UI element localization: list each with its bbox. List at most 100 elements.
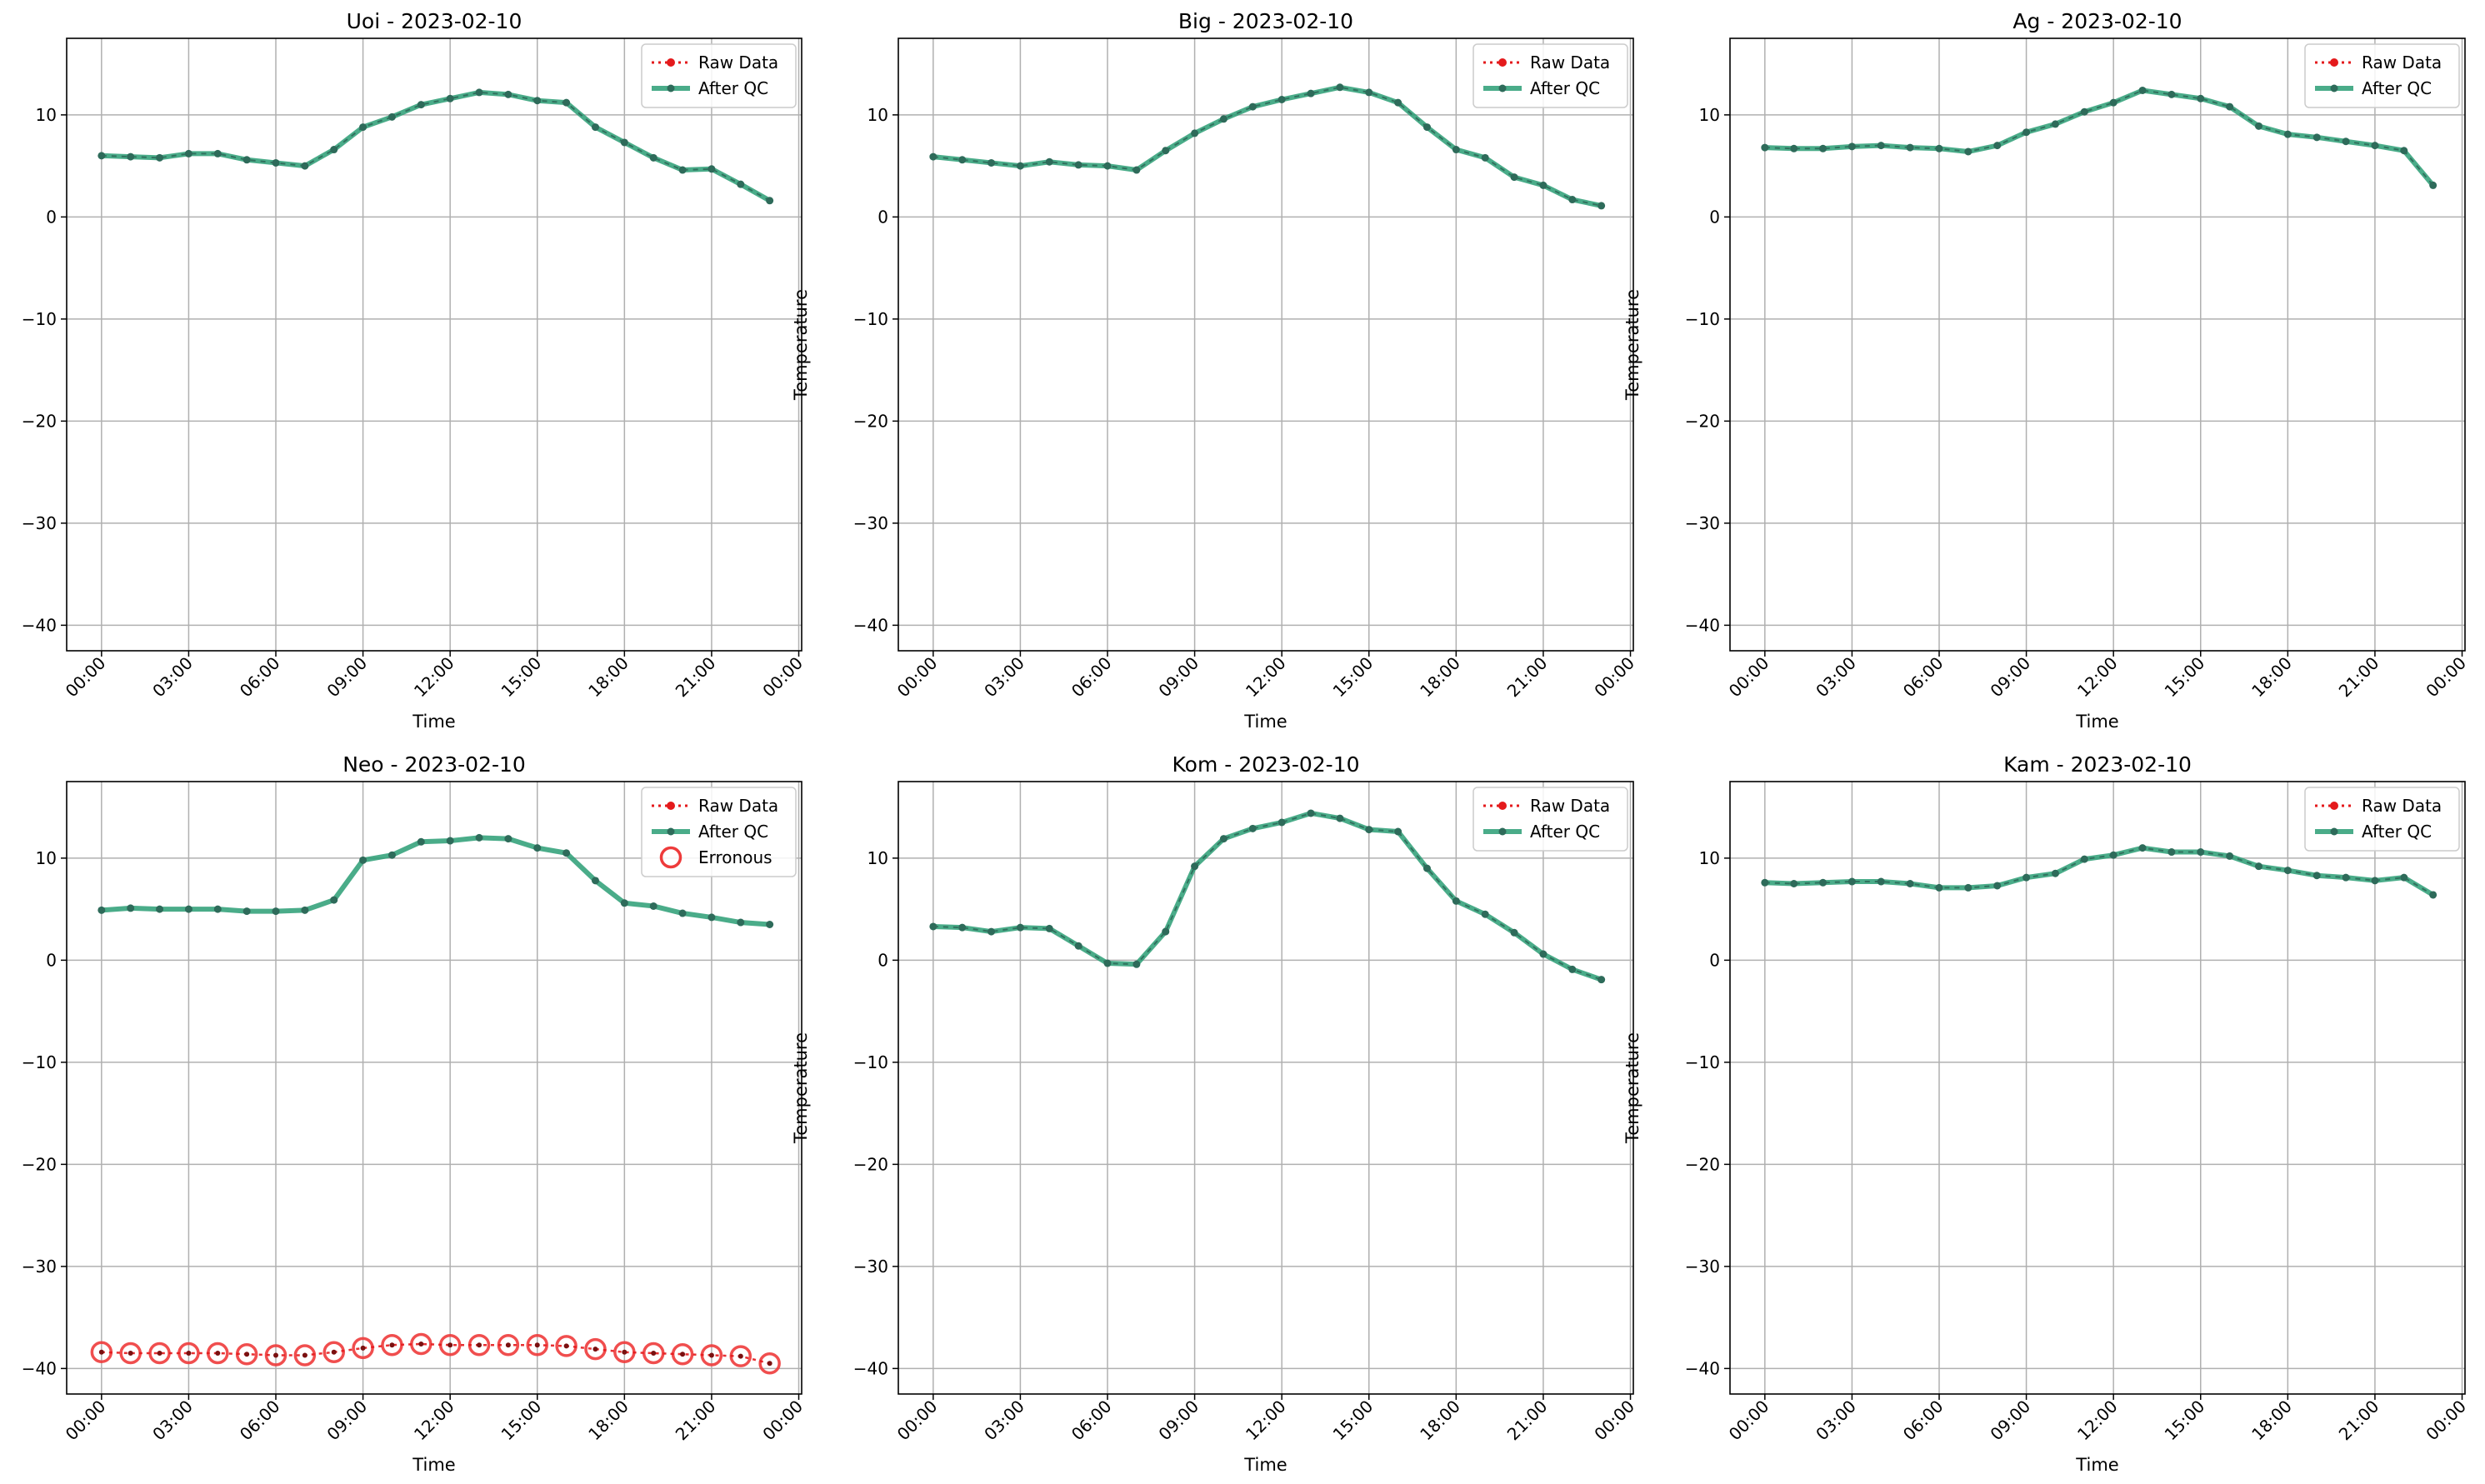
point-raw-data — [563, 100, 569, 106]
legend-box — [2304, 43, 2460, 108]
x-axis-label: Time — [412, 1455, 455, 1475]
point-raw-data — [959, 157, 965, 162]
y-tick-label: 0 — [46, 207, 57, 227]
point-raw-data — [1221, 116, 1227, 122]
legend-box — [1472, 43, 1628, 108]
x-axis-label: Time — [1243, 712, 1287, 732]
point-raw-data — [1908, 145, 1913, 151]
y-tick-label: −30 — [853, 513, 888, 533]
point-raw-data — [244, 157, 250, 162]
series-line-after-qc — [101, 835, 770, 927]
x-tick-label: 21:00 — [672, 1397, 720, 1445]
x-tick-label: 00:00 — [758, 1397, 807, 1445]
chart-title: Ag - 2023-02-10 — [2012, 9, 2182, 33]
y-tick-label: −10 — [1685, 1052, 1720, 1072]
point-raw-data — [2227, 104, 2232, 110]
series-line-after-qc — [1764, 845, 2435, 897]
point-raw-data — [1820, 146, 1826, 152]
x-tick-label: 12:00 — [2073, 1397, 2122, 1445]
x-tick-label: 00:00 — [758, 653, 807, 702]
y-tick-label: 10 — [36, 848, 57, 868]
x-tick-label: 00:00 — [893, 1397, 942, 1445]
point-after-qc — [591, 877, 599, 885]
point-raw-data — [1018, 925, 1023, 931]
point-raw-data — [2314, 872, 2320, 878]
point-after-qc — [766, 921, 774, 928]
point-raw-data — [2140, 845, 2146, 851]
x-tick-label: 09:00 — [322, 1397, 371, 1445]
point-raw-data — [534, 1342, 540, 1348]
chart-title: Big - 2023-02-10 — [1178, 9, 1353, 33]
y-tick-label: −40 — [853, 615, 888, 635]
point-raw-data — [1250, 104, 1256, 110]
legend-marker-after-qc — [1498, 827, 1507, 836]
point-raw-data — [959, 925, 965, 931]
y-tick-label: −40 — [853, 1358, 888, 1378]
x-tick-label: 12:00 — [1242, 1397, 1290, 1445]
point-raw-data — [2198, 849, 2203, 855]
point-raw-data — [505, 1342, 511, 1348]
x-axis-label: Time — [2075, 712, 2118, 732]
y-axis-label: Temperature — [791, 289, 811, 401]
point-after-qc — [737, 918, 745, 927]
series-line-raw-data — [932, 86, 1602, 207]
point-raw-data — [360, 1345, 366, 1351]
point-raw-data — [1366, 827, 1372, 832]
legend-marker-raw-data — [1498, 802, 1507, 810]
x-axis-label: Time — [412, 712, 455, 732]
point-raw-data — [1076, 943, 1082, 949]
x-tick-label: 00:00 — [1590, 653, 1638, 702]
y-tick-label: 10 — [868, 848, 888, 868]
point-erronous — [322, 1341, 345, 1364]
point-after-qc — [446, 837, 454, 845]
point-raw-data — [1849, 143, 1855, 149]
plot-frame — [898, 37, 1634, 652]
point-after-qc — [359, 856, 368, 864]
point-raw-data — [244, 1352, 250, 1357]
x-tick-label: 09:00 — [1986, 653, 2034, 702]
legend-label-erronous: Erronous — [698, 847, 772, 867]
legend-marker-raw-data — [2330, 58, 2338, 67]
point-raw-data — [534, 97, 540, 103]
point-raw-data — [1540, 952, 1546, 957]
point-raw-data — [622, 1349, 628, 1355]
x-tick-label: 09:00 — [322, 653, 371, 702]
point-raw-data — [1279, 820, 1285, 825]
x-tick-label: 12:00 — [410, 1397, 458, 1445]
point-raw-data — [1250, 826, 1256, 832]
point-raw-data — [930, 923, 936, 929]
point-raw-data — [1105, 961, 1111, 967]
point-raw-data — [2430, 892, 2436, 897]
point-raw-data — [157, 155, 162, 161]
legend-label-raw-data: Raw Data — [1530, 52, 1610, 72]
point-raw-data — [708, 1352, 714, 1358]
point-raw-data — [302, 1352, 308, 1358]
point-raw-data — [1598, 202, 1604, 208]
point-raw-data — [128, 154, 133, 160]
x-tick-label: 09:00 — [1154, 1397, 1202, 1445]
point-raw-data — [1820, 880, 1826, 886]
point-after-qc — [272, 907, 280, 916]
chart-title: Kom - 2023-02-10 — [1172, 752, 1360, 777]
point-raw-data — [477, 89, 482, 95]
x-tick-label: 03:00 — [1812, 653, 1860, 702]
point-raw-data — [215, 1351, 221, 1356]
point-raw-data — [186, 1351, 192, 1356]
point-after-qc — [242, 907, 251, 916]
x-tick-label: 15:00 — [2161, 653, 2209, 702]
point-after-qc — [156, 905, 164, 913]
x-tick-label: 06:00 — [236, 1397, 284, 1445]
point-raw-data — [273, 160, 279, 166]
legend-marker-after-qc — [667, 827, 675, 836]
point-raw-data — [1965, 885, 1971, 891]
x-tick-label: 18:00 — [584, 1397, 632, 1445]
point-raw-data — [1366, 89, 1372, 95]
point-raw-data — [1762, 880, 1768, 886]
point-raw-data — [1598, 977, 1604, 982]
point-raw-data — [680, 167, 686, 173]
point-raw-data — [563, 1343, 569, 1349]
point-raw-data — [2111, 852, 2117, 858]
point-raw-data — [157, 1351, 162, 1356]
